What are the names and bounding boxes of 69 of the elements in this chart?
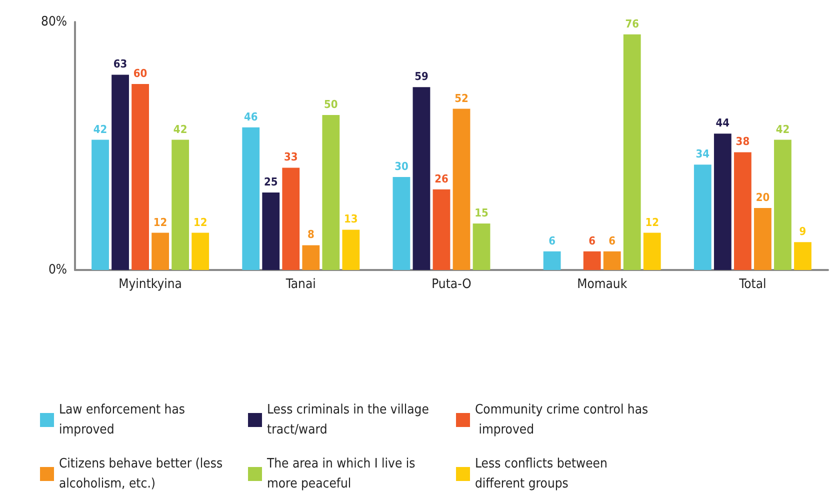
data-label: 8: [307, 228, 314, 242]
bar: [322, 115, 340, 270]
data-label: 9: [799, 225, 806, 238]
legend-label: Community crime control has improved: [475, 402, 648, 438]
bar: [774, 140, 792, 270]
bar: [472, 224, 490, 270]
data-label: 38: [736, 135, 750, 148]
bar: [342, 230, 360, 270]
bar: [543, 251, 561, 270]
bar: [92, 140, 109, 270]
bar: [192, 232, 210, 270]
data-label: 26: [434, 172, 448, 186]
bar: [754, 208, 772, 270]
bar: [643, 232, 661, 270]
bar: [603, 251, 621, 270]
data-label: 20: [756, 191, 770, 204]
bar: [412, 87, 430, 270]
legend-label: The area in which I live is more peaceful: [266, 456, 419, 492]
bar: [734, 152, 752, 270]
bar: [623, 34, 641, 270]
legend-label: Less conflicts between different groups: [475, 456, 612, 492]
data-label: 12: [193, 216, 208, 229]
data-label: 42: [776, 122, 790, 136]
legend-label: Citizens behave better (less alcoholism, etc.): [59, 456, 226, 492]
data-label: 46: [244, 110, 258, 124]
data-label: 34: [696, 148, 710, 161]
bar: [392, 177, 410, 270]
legend-label: Less criminals in the village tract/ward: [267, 402, 433, 438]
data-label: 63: [113, 58, 128, 71]
y-tick-label: 80%: [41, 14, 67, 30]
data-label: 30: [394, 160, 408, 173]
data-label: 6: [588, 234, 596, 248]
data-label: 59: [414, 70, 428, 84]
data-label: 42: [93, 122, 108, 136]
data-label: 13: [344, 212, 358, 226]
bar: [262, 192, 280, 270]
data-label: 12: [153, 216, 168, 229]
bar: [452, 108, 470, 270]
data-label: 44: [716, 116, 730, 130]
data-label: 6: [608, 234, 616, 248]
bar: [242, 127, 260, 270]
data-label: 25: [264, 176, 278, 188]
bar: [152, 232, 170, 270]
data-label: 6: [548, 234, 556, 248]
x-tick-label: Puta-O: [432, 277, 472, 292]
x-tick-label: Tanai: [284, 277, 316, 292]
bar: [583, 251, 601, 270]
bar: [694, 164, 712, 270]
data-label: 60: [133, 67, 148, 80]
y-tick-label: 0%: [48, 262, 67, 278]
data-label: 33: [284, 150, 298, 164]
bar: [282, 168, 300, 270]
bar: [172, 140, 190, 270]
bar: [794, 242, 812, 270]
data-label: 76: [625, 17, 640, 30]
bar: [302, 245, 320, 270]
data-label: 15: [474, 206, 489, 220]
bar: [432, 189, 450, 270]
data-label: 50: [324, 98, 338, 111]
data-label: 12: [645, 216, 660, 229]
x-tick-label: Total: [738, 277, 766, 292]
data-label: 52: [454, 92, 468, 105]
legend-label: Law enforcement has improved: [59, 402, 189, 438]
bar: [132, 84, 149, 270]
bar: [112, 74, 129, 270]
x-tick-label: Momauk: [577, 277, 628, 292]
data-label: 42: [173, 122, 188, 136]
x-tick-label: Myintkyina: [118, 277, 182, 292]
bar: [714, 134, 732, 270]
